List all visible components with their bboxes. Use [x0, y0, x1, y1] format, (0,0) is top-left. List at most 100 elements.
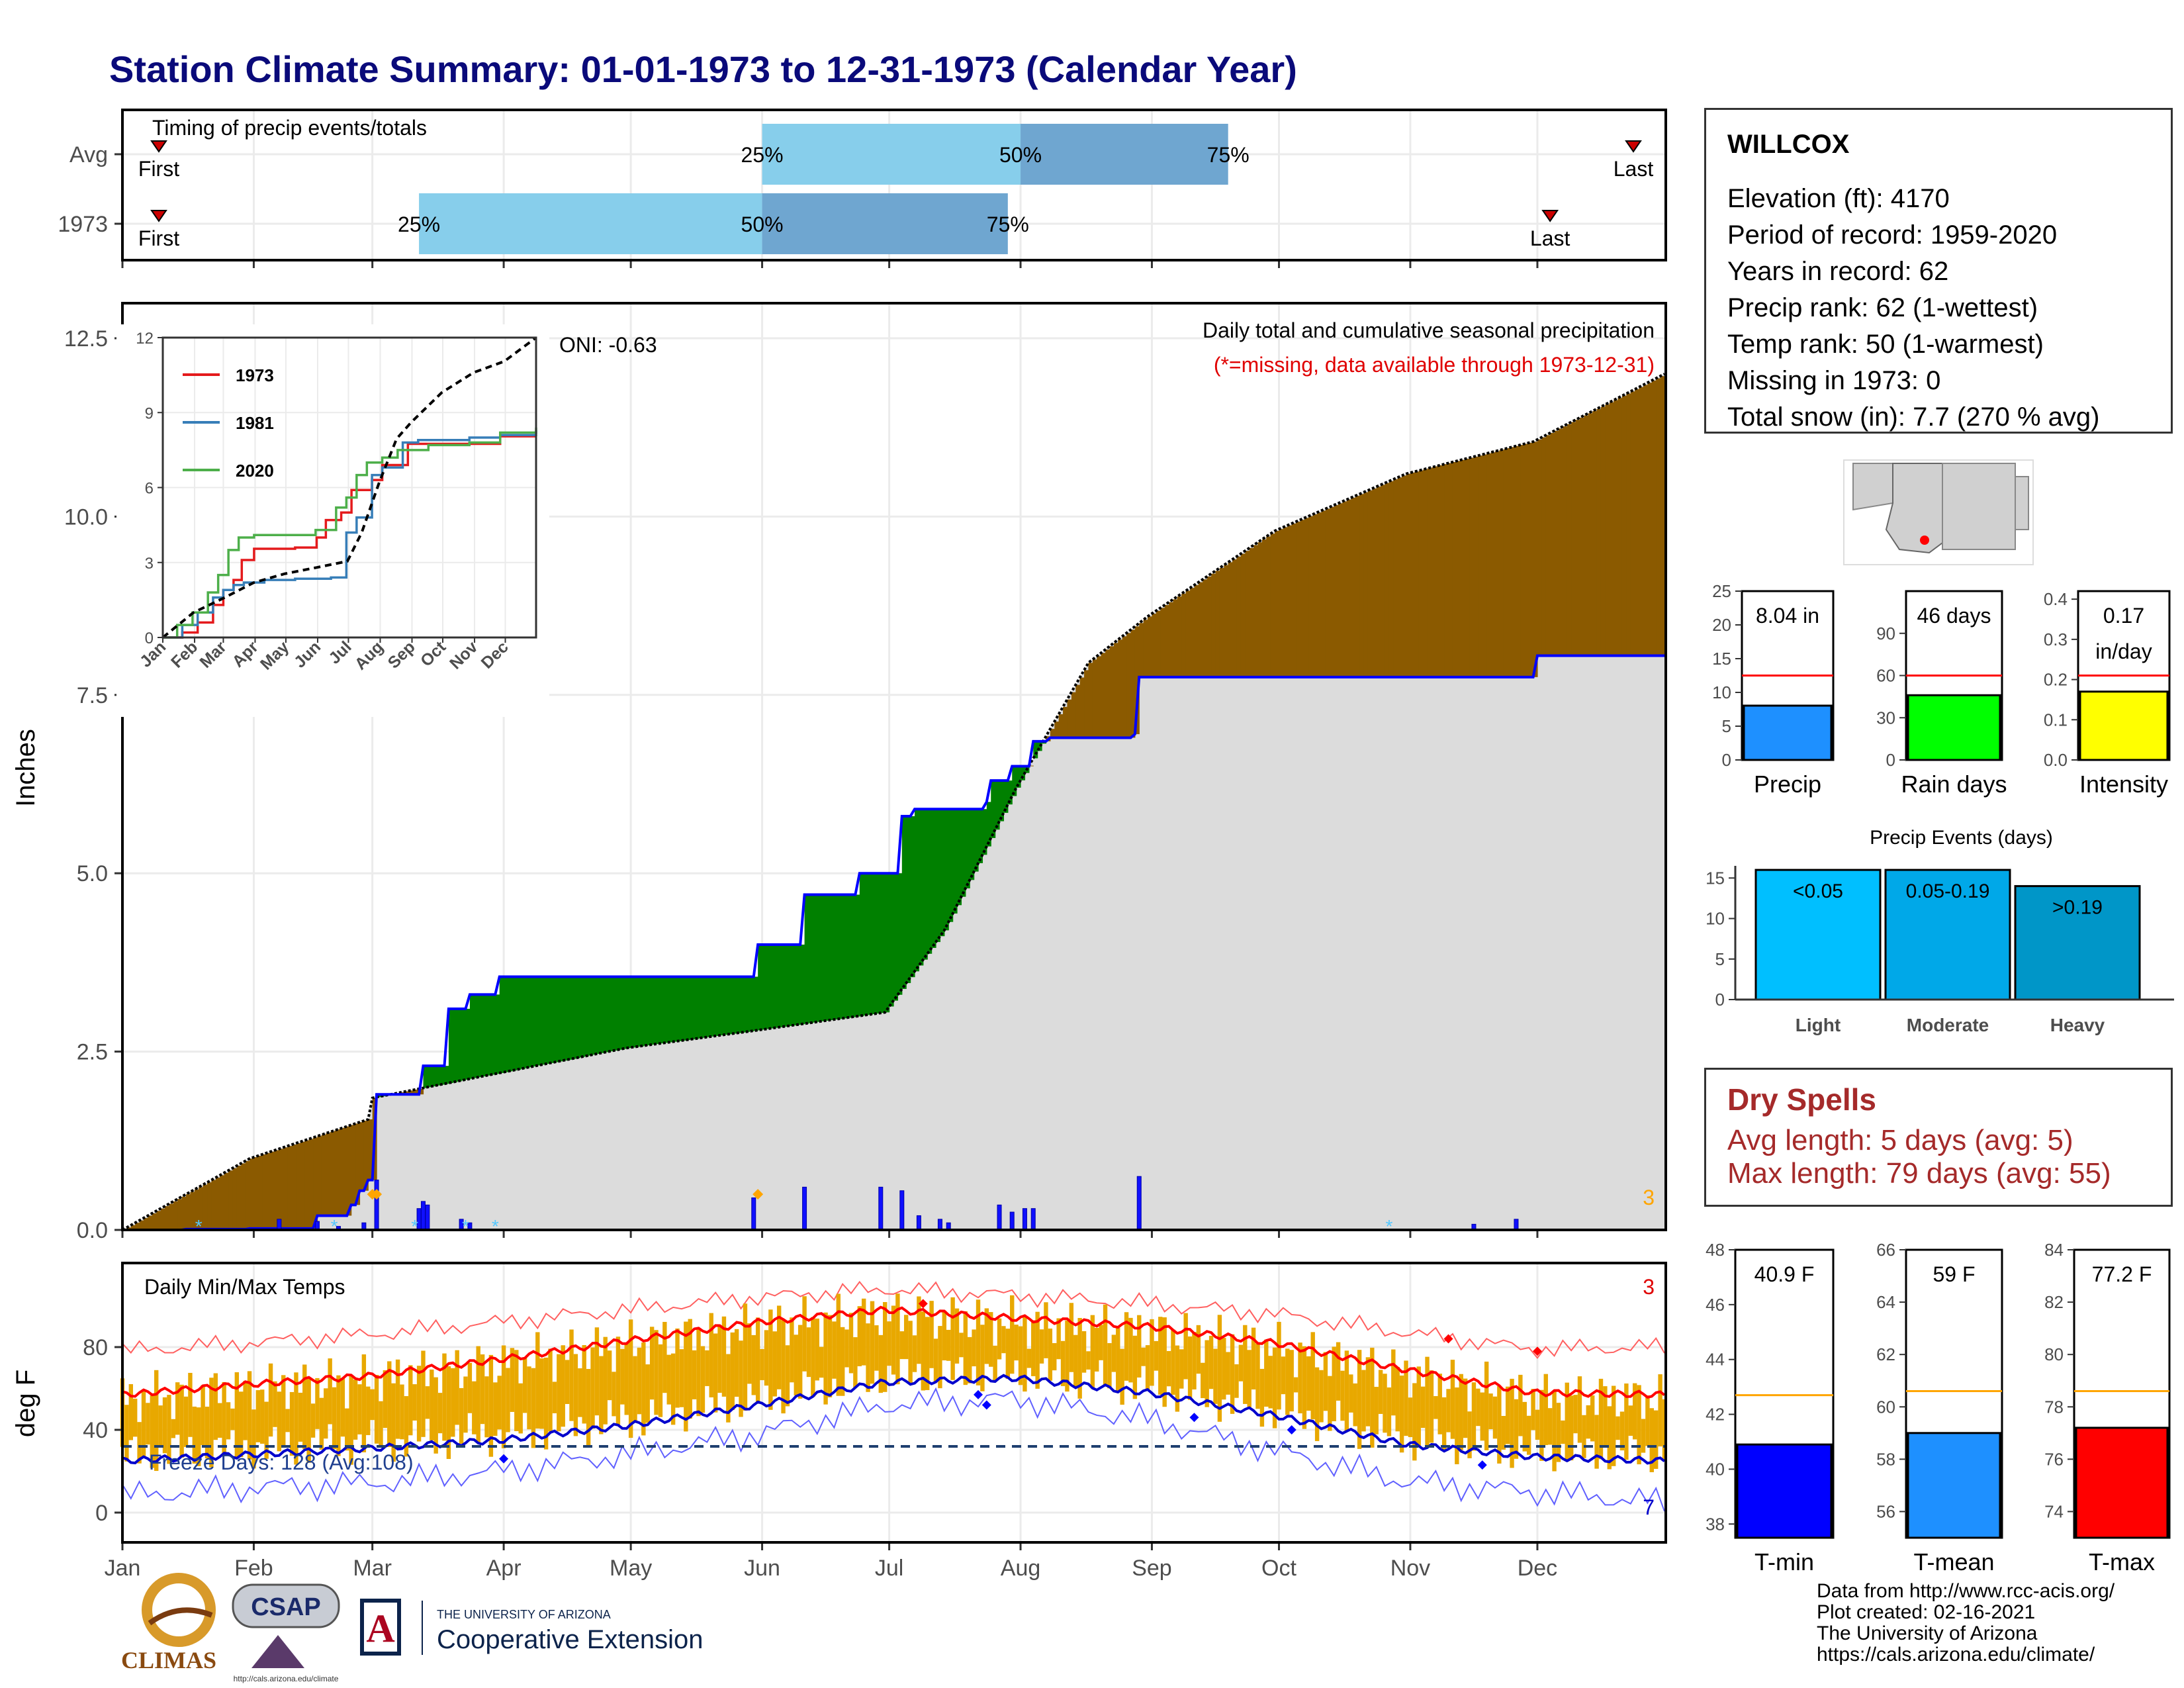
precip-daily-bar [916, 1215, 921, 1231]
precip-departure-fill [427, 1066, 432, 1088]
daily-temp-range-bar [1201, 1362, 1205, 1399]
daily-temp-range-bar [480, 1354, 485, 1425]
precip-departure-fill [1621, 395, 1627, 656]
record-low-marker [974, 1389, 983, 1399]
precip-departure-fill [876, 873, 882, 1014]
daily-temp-range-bar [1255, 1343, 1260, 1409]
snow-marker: * [1385, 1216, 1392, 1237]
precip-departure-fill [1381, 485, 1386, 677]
daily-temp-range-bar [188, 1372, 193, 1437]
csap-logo-text: CSAP [251, 1593, 321, 1621]
daily-temp-range-bar [1641, 1419, 1646, 1453]
precip-departure-fill [1367, 490, 1373, 677]
daily-temp-range-bar [247, 1371, 252, 1460]
precip-departure-fill [250, 1158, 255, 1229]
daily-temp-range-bar [1247, 1350, 1251, 1407]
daily-temp-range-bar [1192, 1332, 1197, 1390]
precip-departure-fill [681, 976, 686, 1041]
daily-temp-range-bar [1357, 1350, 1362, 1449]
precip-departure-fill [893, 873, 899, 1001]
daily-temp-range-bar [794, 1335, 798, 1396]
precip-departure-fill [817, 894, 822, 1022]
precip-departure-fill [410, 1090, 416, 1095]
precip-departure-fill [999, 780, 1005, 821]
daily-temp-range-bar [1332, 1346, 1336, 1422]
daily-temp-range-bar [1484, 1361, 1489, 1451]
daily-temp-range-bar [946, 1329, 951, 1361]
daily-temp-range-bar [755, 1317, 760, 1404]
precip-departure-fill [762, 944, 767, 1030]
daily-temp-range-bar [1328, 1376, 1332, 1431]
daily-temp-range-bar [1628, 1405, 1633, 1436]
daily-temp-range-bar [1547, 1408, 1553, 1445]
oni-label: ONI: -0.63 [559, 333, 657, 357]
daily-temp-range-bar [662, 1321, 667, 1393]
daily-temp-range-bar [1095, 1327, 1099, 1372]
daily-temp-range-bar [878, 1335, 883, 1393]
precip-departure-fill [1393, 479, 1398, 677]
precip-departure-fill [529, 976, 534, 1068]
precip-departure-fill [474, 994, 479, 1078]
precip-departure-fill [228, 1170, 234, 1229]
month-tick-label: May [610, 1556, 652, 1581]
daily-temp-range-bar [705, 1350, 709, 1386]
daily-temp-range-bar [1365, 1357, 1371, 1427]
precip-departure-fill [1203, 579, 1208, 677]
precip-departure-fill [190, 1192, 195, 1229]
events-bar-label: <0.05 [1793, 880, 1843, 902]
precip-departure-fill [130, 1225, 136, 1230]
daily-temp-range-bar [1480, 1392, 1484, 1441]
precip-departure-fill [1325, 508, 1330, 677]
record-low-count: 7 [1643, 1495, 1655, 1519]
precip-departure-fill [469, 994, 475, 1079]
precip-departure-fill [296, 1143, 301, 1229]
daily-temp-range-bar [963, 1311, 968, 1385]
mini-tmean-category-label: T-mean [1913, 1548, 1994, 1575]
precip-departure-fill [1190, 588, 1195, 677]
precip-departure-fill [368, 1119, 373, 1180]
precip-daily-bar [997, 1204, 1002, 1231]
mini-intensity-y-tick-label: 0.0 [2044, 750, 2068, 770]
mini-rain_days-bar [1907, 694, 2001, 761]
daily-temp-range-bar [1573, 1395, 1578, 1434]
mini-tmax-y-tick-label: 78 [2044, 1397, 2064, 1417]
month-tick-label: Dec [1518, 1556, 1557, 1581]
daily-temp-range-bar [552, 1382, 557, 1413]
daily-temp-range-bar [531, 1368, 536, 1448]
precip-departure-fill [770, 944, 776, 1029]
timing-row-label: 1973 [58, 212, 108, 237]
daily-temp-range-bar [1001, 1326, 1006, 1354]
daily-temp-range-bar [1565, 1382, 1569, 1462]
events-y-tick-label: 0 [1715, 990, 1725, 1009]
freeze-days-label: Freeze Days: 128 (Avg:108) [149, 1450, 414, 1474]
daily-temp-range-bar [692, 1350, 697, 1399]
daily-temp-range-bar [1150, 1319, 1154, 1386]
precip-departure-fill [931, 809, 936, 948]
daily-temp-range-bar [1205, 1340, 1209, 1407]
precip-departure-fill [915, 809, 920, 972]
mini-precip_summary-value-label: 8.04 in [1756, 604, 1819, 628]
daily-temp-range-bar [213, 1373, 218, 1440]
mini-rain_days-category-label: Rain days [1901, 771, 2007, 798]
daily-temp-range-bar [1459, 1374, 1463, 1450]
daily-temp-range-bar [1577, 1376, 1582, 1443]
daily-temp-range-bar [408, 1365, 413, 1436]
precip-daily-bar [802, 1186, 807, 1231]
daily-temp-range-bar [1531, 1389, 1535, 1430]
precip-departure-fill [156, 1211, 161, 1230]
daily-temp-range-bar [861, 1298, 866, 1366]
mini-tmin-category-label: T-min [1754, 1548, 1814, 1575]
daily-temp-range-bar [734, 1329, 739, 1397]
daily-temp-range-bar [1264, 1339, 1269, 1407]
daily-temp-range-bar [675, 1328, 680, 1408]
temps-y-axis-label: deg F [11, 1370, 40, 1437]
precip-departure-fill [1084, 670, 1089, 738]
precip-departure-fill [1279, 529, 1284, 677]
daily-temp-range-bar [768, 1309, 773, 1410]
temps-y-tick-label: 80 [83, 1335, 108, 1360]
precip-departure-fill [1317, 512, 1322, 677]
mini-tmin-y-tick-label: 46 [1706, 1295, 1725, 1315]
daily-temp-range-bar [273, 1381, 277, 1427]
mini-tmin-y-tick-label: 42 [1706, 1405, 1725, 1425]
precip-departure-fill [1198, 582, 1203, 677]
